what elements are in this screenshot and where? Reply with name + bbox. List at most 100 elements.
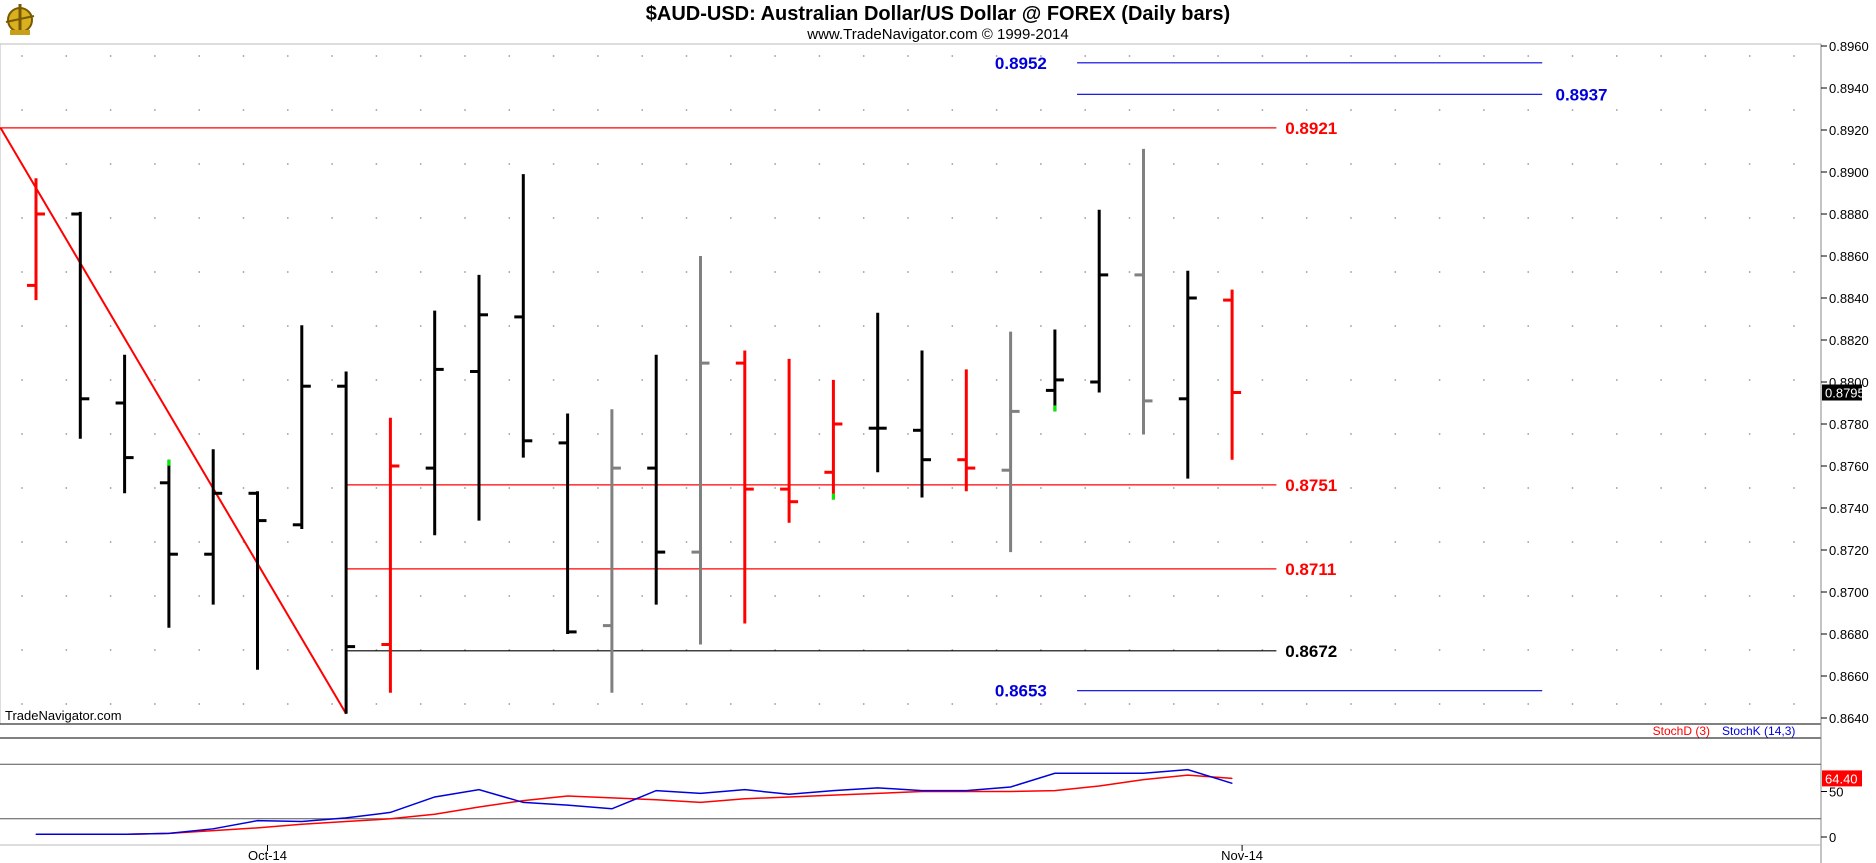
grid-dot [1305, 163, 1308, 165]
legend-stochk: StochK (14,3) [1722, 724, 1795, 738]
y-tick-label: 0.8940 [1829, 81, 1869, 96]
grid-dot [508, 217, 511, 219]
ohlc-bar [824, 379, 843, 500]
grid-dot [1571, 163, 1574, 165]
grid-dot [419, 649, 422, 651]
ohlc-bar [337, 371, 356, 714]
y-tick-label: 0.8900 [1829, 165, 1869, 180]
grid-dot [1704, 703, 1707, 705]
grid-dot [1350, 649, 1352, 651]
grid-dot [419, 703, 422, 705]
grid-dot [21, 703, 23, 705]
ohlc-bar [159, 459, 178, 628]
grid-dot [951, 325, 954, 327]
level-label-0.8653: 0.8653 [995, 682, 1047, 701]
grid-dot [1128, 109, 1131, 111]
grid-dot [597, 541, 599, 543]
grid-dot [552, 541, 555, 543]
grid-dot [951, 271, 954, 273]
chart-title: $AUD-USD: Australian Dollar/US Dollar @ … [645, 3, 1231, 25]
grid-dot [1660, 703, 1662, 705]
grid-dot [21, 433, 23, 435]
grid-dot [1040, 217, 1042, 219]
grid-dot [907, 541, 909, 543]
level-label-0.8672: 0.8672 [1285, 642, 1337, 661]
grid-dot [286, 109, 289, 111]
grid-dot [552, 325, 555, 327]
grid-dot [1571, 487, 1574, 489]
stoch-point [832, 794, 834, 796]
grid-dot [641, 649, 644, 651]
grid-dot [464, 217, 466, 219]
grid-dot [729, 703, 732, 705]
grid-dot [1261, 379, 1264, 381]
grid-dot [552, 217, 555, 219]
grid-dot [65, 271, 68, 273]
stoch-point [79, 833, 81, 835]
stoch-point [345, 817, 347, 819]
grid-dot [1483, 541, 1485, 543]
grid-dot [198, 703, 201, 705]
grid-dot [242, 595, 245, 597]
grid-dot [198, 541, 201, 543]
grid-dot [1704, 163, 1707, 165]
stoch-point [1187, 769, 1189, 771]
grid-dot [1438, 595, 1441, 597]
grid-dot [1305, 649, 1308, 651]
stoch-point [788, 796, 790, 798]
grid-dot [995, 55, 998, 57]
grid-dot [1040, 487, 1042, 489]
grid-dot [198, 109, 201, 111]
grid-dot [242, 55, 245, 57]
grid-dot [552, 379, 555, 381]
grid-dot [1527, 487, 1530, 489]
grid-dot [375, 541, 378, 543]
grid-dot [1748, 325, 1751, 327]
grid-dot [419, 433, 422, 435]
grid-dot [1704, 595, 1707, 597]
grid-dot [1438, 325, 1441, 327]
grid-dot [154, 217, 156, 219]
grid-dot [597, 649, 599, 651]
y-tick-label: 0.8640 [1829, 711, 1869, 726]
grid-dot [109, 217, 112, 219]
grid-dot [331, 541, 333, 543]
grid-dot [1128, 703, 1131, 705]
grid-dot [1305, 217, 1308, 219]
y-tick-label: 0.8740 [1829, 501, 1869, 516]
grid-dot [907, 379, 909, 381]
grid-dot [198, 379, 201, 381]
grid-dot [862, 55, 865, 57]
grid-dot [65, 649, 68, 651]
grid-dot [1527, 55, 1530, 57]
stoch-point [700, 792, 701, 794]
grid-dot [1128, 379, 1131, 381]
grid-dot [375, 163, 378, 165]
grid-dot [729, 595, 732, 597]
grid-dot [1615, 595, 1618, 597]
grid-dot [109, 109, 112, 111]
grid-dot [1040, 595, 1042, 597]
grid-dot [286, 379, 289, 381]
grid-dot [907, 55, 909, 57]
grid-dot [1394, 109, 1397, 111]
grid-dot [1128, 595, 1131, 597]
grid-dot [685, 325, 688, 327]
grid-dot [1527, 109, 1530, 111]
stoch-point [168, 832, 170, 834]
grid-dot [1350, 271, 1352, 273]
grid-dot [1261, 217, 1264, 219]
stoch-point [567, 804, 569, 806]
grid-dot [1571, 595, 1574, 597]
grid-dot [1615, 541, 1618, 543]
y-tick-label: 0.8920 [1829, 123, 1869, 138]
grid-dot [774, 55, 776, 57]
grid-dot [729, 433, 732, 435]
grid-dot [862, 325, 865, 327]
y-tick-label: 0.8700 [1829, 585, 1869, 600]
grid-dot [331, 163, 333, 165]
grid-dot [331, 433, 333, 435]
grid-dot [154, 163, 156, 165]
grid-dot [1748, 109, 1751, 111]
grid-dot [729, 487, 732, 489]
